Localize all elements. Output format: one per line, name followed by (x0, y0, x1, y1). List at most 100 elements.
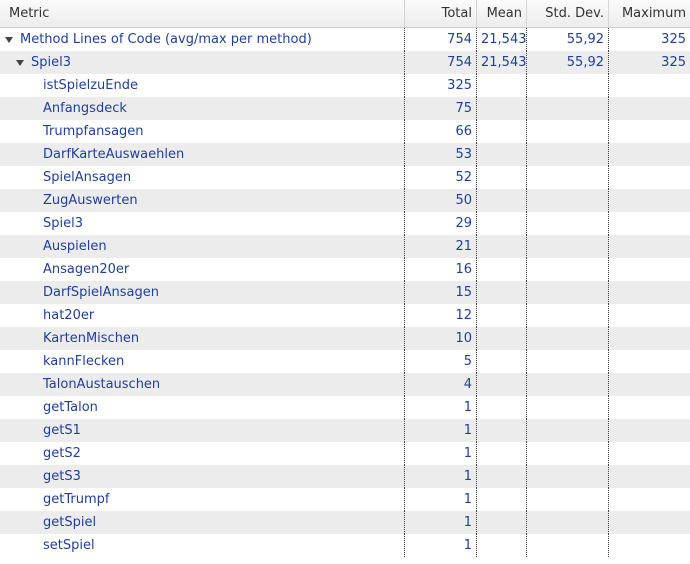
total-value: 75 (405, 97, 477, 120)
method-row[interactable]: Anfangsdeck 75 (0, 97, 690, 120)
stddev-value: 55,92 (527, 28, 609, 51)
method-row[interactable]: getSpiel 1 (0, 511, 690, 534)
method-row[interactable]: getS3 1 (0, 465, 690, 488)
maximum-value (609, 97, 690, 120)
total-value: 50 (405, 189, 477, 212)
method-label: ZugAuswerten (43, 193, 138, 208)
total-value: 754 (405, 28, 477, 51)
maximum-value (609, 235, 690, 258)
total-value: 53 (405, 143, 477, 166)
method-label: Trumpfansagen (43, 124, 144, 139)
stddev-value (527, 373, 609, 396)
maximum-value (609, 327, 690, 350)
column-header-metric[interactable]: Metric (0, 0, 405, 28)
method-row[interactable]: kannFlecken 5 (0, 350, 690, 373)
method-label: TalonAustauschen (43, 377, 161, 392)
table-header: Metric Total Mean Std. Dev. Maximum (0, 0, 690, 28)
total-value: 325 (405, 74, 477, 97)
method-row[interactable]: DarfKarteAuswaehlen 53 (0, 143, 690, 166)
total-value: 16 (405, 258, 477, 281)
total-value: 4 (405, 373, 477, 396)
method-label: getS1 (43, 423, 81, 438)
mean-value (477, 235, 527, 258)
method-label: Spiel3 (43, 216, 83, 231)
stddev-value (527, 281, 609, 304)
stddev-value (527, 74, 609, 97)
method-label: SpielAnsagen (43, 170, 132, 185)
mean-value (477, 74, 527, 97)
method-row[interactable]: Auspielen 21 (0, 235, 690, 258)
mean-value (477, 511, 527, 534)
method-row[interactable]: getS2 1 (0, 442, 690, 465)
class-label: Spiel3 (31, 55, 71, 70)
mean-value (477, 465, 527, 488)
maximum-value (609, 350, 690, 373)
method-row[interactable]: DarfSpielAnsagen 15 (0, 281, 690, 304)
total-value: 12 (405, 304, 477, 327)
total-value: 754 (405, 51, 477, 74)
column-header-mean[interactable]: Mean (477, 0, 527, 28)
method-label: hat20er (43, 308, 95, 323)
method-label: setSpiel (43, 538, 95, 553)
mean-value (477, 120, 527, 143)
mean-value (477, 97, 527, 120)
total-value: 66 (405, 120, 477, 143)
method-row[interactable]: hat20er 12 (0, 304, 690, 327)
stddev-value (527, 350, 609, 373)
total-value: 10 (405, 327, 477, 350)
method-row[interactable]: SpielAnsagen 52 (0, 166, 690, 189)
tree-row-root[interactable]: Method Lines of Code (avg/max per method… (0, 28, 690, 51)
stddev-value (527, 534, 609, 557)
expand-triangle-icon[interactable] (16, 59, 24, 66)
method-row[interactable]: Ansagen20er 16 (0, 258, 690, 281)
maximum-value (609, 373, 690, 396)
method-row[interactable]: Trumpfansagen 66 (0, 120, 690, 143)
mean-value (477, 396, 527, 419)
mean-value (477, 304, 527, 327)
total-value: 21 (405, 235, 477, 258)
method-label: KartenMischen (43, 331, 140, 346)
column-header-stddev[interactable]: Std. Dev. (527, 0, 609, 28)
column-header-total[interactable]: Total (405, 0, 477, 28)
total-value: 15 (405, 281, 477, 304)
mean-value (477, 258, 527, 281)
method-label: getTalon (43, 400, 98, 415)
stddev-value (527, 189, 609, 212)
method-row[interactable]: TalonAustauschen 4 (0, 373, 690, 396)
maximum-value (609, 488, 690, 511)
maximum-value (609, 120, 690, 143)
method-row[interactable]: KartenMischen 10 (0, 327, 690, 350)
total-value: 1 (405, 396, 477, 419)
stddev-value (527, 488, 609, 511)
total-value: 1 (405, 465, 477, 488)
tree-row-class[interactable]: Spiel3 754 21,543 55,92 325 (0, 51, 690, 74)
stddev-value (527, 419, 609, 442)
maximum-value: 325 (661, 55, 686, 70)
maximum-value (609, 304, 690, 327)
method-row[interactable]: istSpielzuEnde 325 (0, 74, 690, 97)
method-row[interactable]: setSpiel 1 (0, 534, 690, 557)
method-row[interactable]: getTalon 1 (0, 396, 690, 419)
method-row[interactable]: Spiel3 29 (0, 212, 690, 235)
method-rows: istSpielzuEnde 325 Anfangsdeck 75 Trumpfansa… (0, 74, 690, 557)
method-row[interactable]: getS1 1 (0, 419, 690, 442)
stddev-value: 55,92 (527, 51, 609, 74)
mean-value (477, 189, 527, 212)
method-row[interactable]: getTrumpf 1 (0, 488, 690, 511)
stddev-value (527, 304, 609, 327)
method-row[interactable]: ZugAuswerten 50 (0, 189, 690, 212)
metric-label: Method Lines of Code (avg/max per method… (20, 32, 312, 47)
expand-triangle-icon[interactable] (5, 36, 13, 43)
total-value: 5 (405, 350, 477, 373)
mean-value (477, 350, 527, 373)
maximum-value (609, 258, 690, 281)
mean-value (477, 281, 527, 304)
method-label: Ansagen20er (43, 262, 130, 277)
column-header-maximum[interactable]: Maximum (621, 5, 686, 21)
method-label: Anfangsdeck (43, 101, 127, 116)
mean-value (477, 327, 527, 350)
mean-value: 21,543 (477, 28, 527, 51)
total-value: 1 (405, 534, 477, 557)
mean-value (477, 373, 527, 396)
method-label: Auspielen (43, 239, 107, 254)
